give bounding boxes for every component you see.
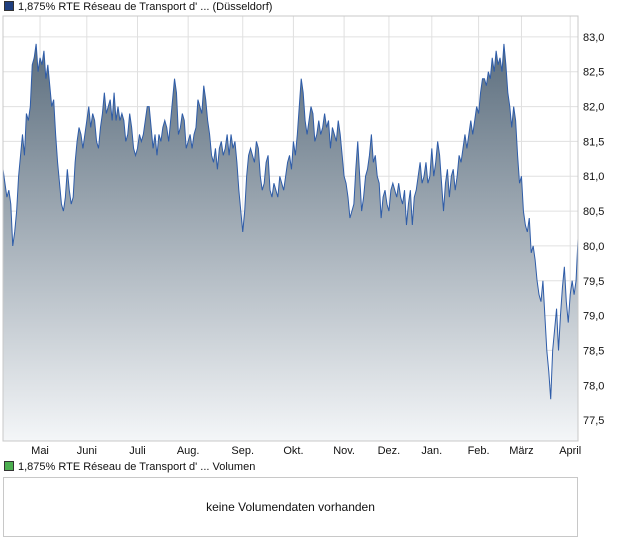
y-tick-label: 83,0 bbox=[583, 32, 604, 44]
x-tick-label: Juli bbox=[129, 445, 146, 457]
price-line bbox=[2, 43, 579, 400]
no-volume-message: keine Volumendaten vorhanden bbox=[206, 500, 375, 514]
volume-legend: 1,875% RTE Réseau de Transport d' ... Vo… bbox=[4, 461, 255, 473]
y-tick-label: 78,0 bbox=[583, 380, 604, 392]
x-tick-label: Juni bbox=[77, 445, 97, 457]
x-tick-label: Mai bbox=[31, 445, 49, 457]
chart-frame bbox=[2, 15, 579, 442]
y-tick-label: 79,5 bbox=[583, 276, 604, 288]
y-tick-label: 81,5 bbox=[583, 136, 604, 148]
y-tick-label: 82,5 bbox=[583, 67, 604, 79]
price-chart: 77,5 78,0 78,5 79,0 79,5 80,0 80,5 81,0 81,5 82,0… bbox=[2, 15, 604, 457]
x-tick-label: Dez. bbox=[378, 445, 401, 457]
volume-swatch bbox=[4, 461, 14, 471]
price-swatch bbox=[4, 1, 14, 11]
x-tick-label: Feb. bbox=[468, 445, 490, 457]
x-tick-label: Nov. bbox=[333, 445, 355, 457]
x-tick-label: Aug. bbox=[177, 445, 200, 457]
y-tick-label: 78,5 bbox=[583, 345, 604, 357]
x-tick-label: Sep. bbox=[231, 445, 254, 457]
x-tick-label: Jan. bbox=[421, 445, 442, 457]
volume-panel: keine Volumendaten vorhanden bbox=[3, 477, 578, 537]
volume-legend-label: 1,875% RTE Réseau de Transport d' ... Vo… bbox=[18, 461, 256, 473]
y-tick-label: 81,0 bbox=[583, 171, 604, 183]
price-area-fill bbox=[3, 43, 578, 442]
y-tick-label: 80,5 bbox=[583, 206, 604, 218]
y-tick-label: 82,0 bbox=[583, 102, 604, 114]
x-tick-label: Okt. bbox=[283, 445, 303, 457]
y-tick-label: 79,0 bbox=[583, 311, 604, 323]
x-tick-label: April bbox=[559, 445, 581, 457]
price-legend-label: 1,875% RTE Réseau de Transport d' ... (D… bbox=[18, 1, 273, 13]
price-legend: 1,875% RTE Réseau de Transport d' ... (D… bbox=[4, 1, 272, 13]
y-tick-label: 77,5 bbox=[583, 415, 604, 427]
x-tick-label: März bbox=[509, 445, 533, 457]
y-tick-label: 80,0 bbox=[583, 241, 604, 253]
